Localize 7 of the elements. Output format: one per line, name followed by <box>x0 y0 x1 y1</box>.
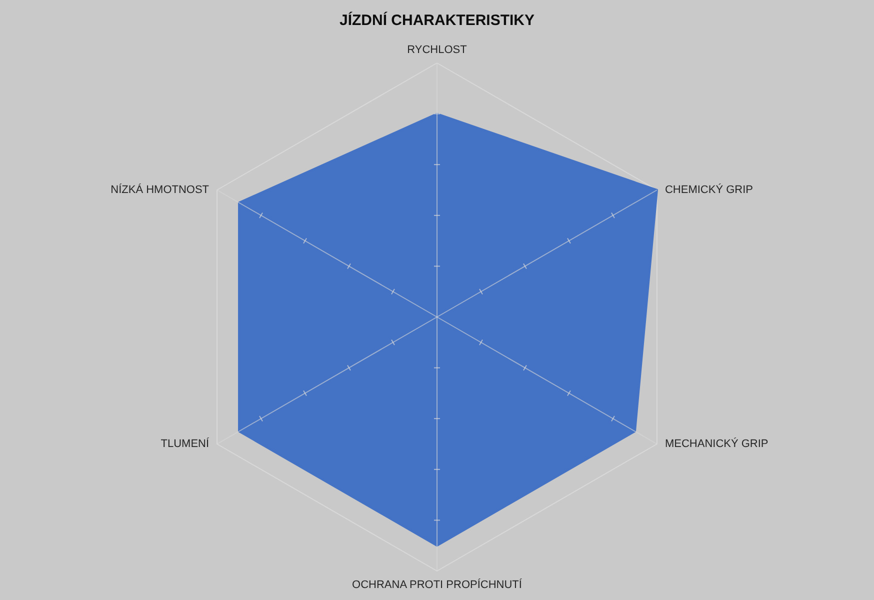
chart-title: JÍZDNÍ CHARAKTERISTIKY <box>339 11 535 29</box>
spoke-label: MECHANICKÝ GRIP <box>664 437 768 450</box>
spoke-label: CHEMICKÝ GRIP <box>664 183 753 196</box>
spoke-label: NÍZKÁ HMOTNOST <box>110 183 210 196</box>
spoke-label: TLUMENÍ <box>160 437 210 450</box>
spoke-label: RYCHLOST <box>407 44 468 56</box>
spoke-label: OCHRANA PROTI PROPÍCHNUTÍ <box>352 578 523 591</box>
